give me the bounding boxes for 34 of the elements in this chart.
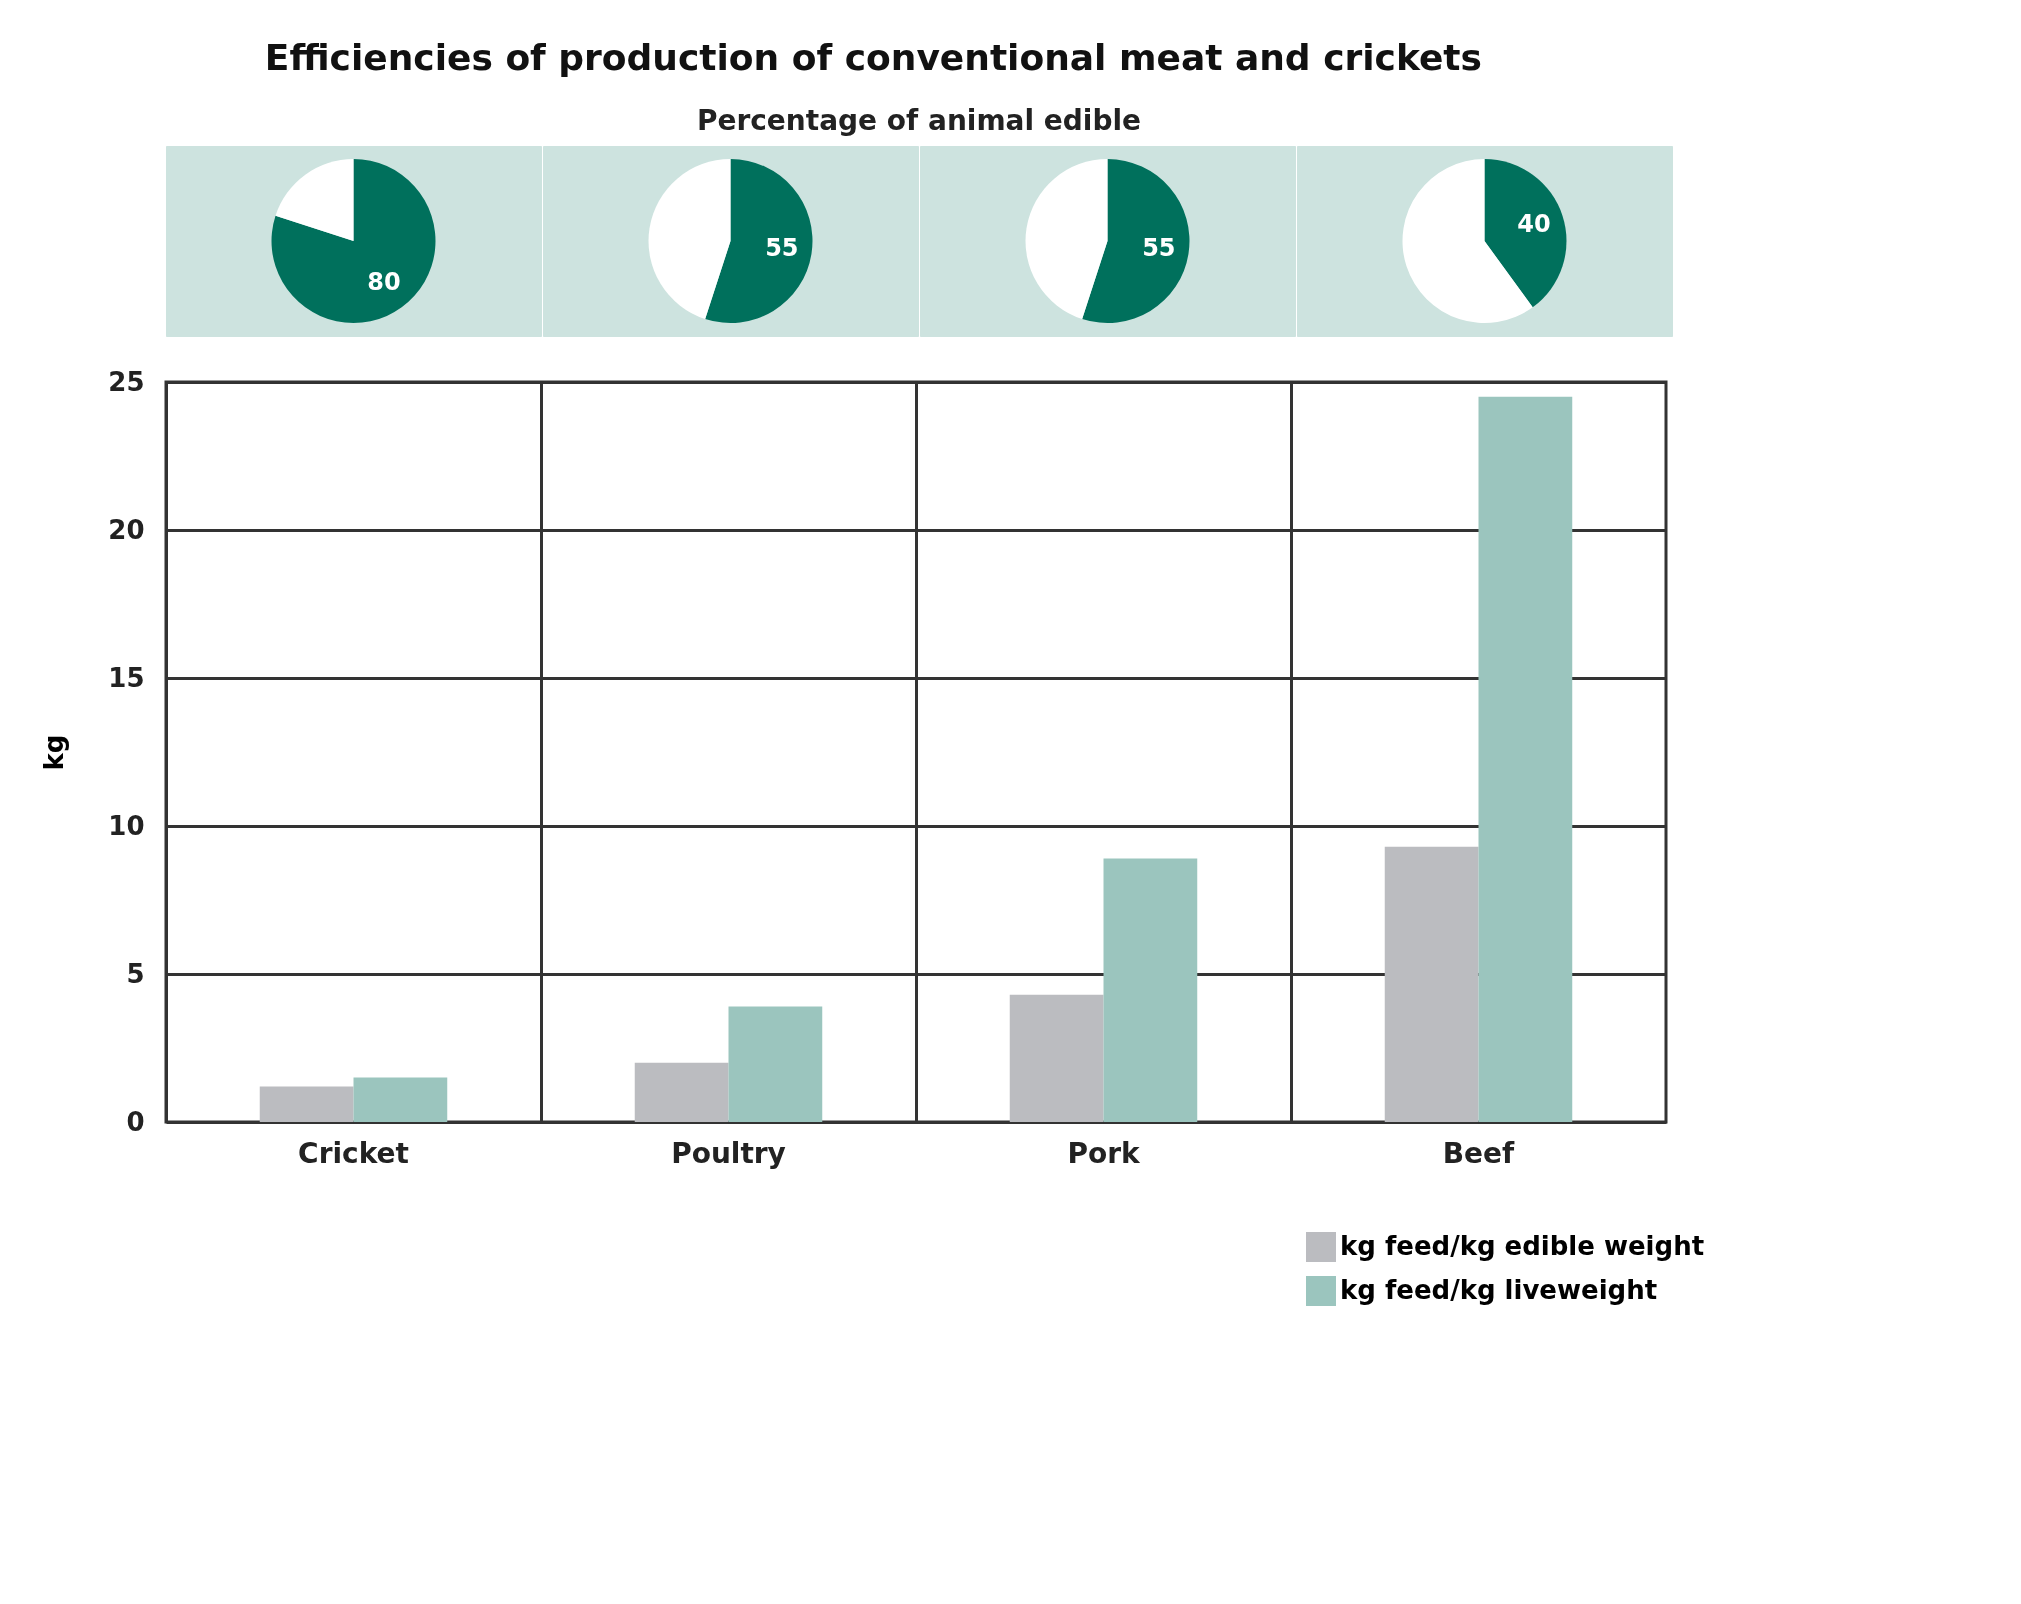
- legend-label: kg feed/kg liveweight: [1340, 1275, 1658, 1305]
- bar: [1384, 846, 1479, 1122]
- pie-slice: [705, 159, 813, 323]
- pie-slice: [648, 159, 731, 319]
- text: Percentage of animal edible: [696, 103, 1142, 137]
- x-tick-label: Pork: [1067, 1136, 1141, 1170]
- x-tick-label: Poultry: [671, 1136, 786, 1170]
- bar: [728, 1006, 823, 1122]
- chart-title: Efficiencies of production of conventional meat and crickets: [264, 36, 1482, 78]
- bar: [1478, 396, 1573, 1122]
- data-label: 55: [1142, 234, 1176, 263]
- data-label: 40: [1517, 209, 1551, 238]
- pie-slice: [1082, 159, 1190, 323]
- data-label: 80: [367, 268, 401, 297]
- y-axis-title: kg: [39, 734, 70, 771]
- bar: [353, 1077, 448, 1122]
- pie-slice: [275, 159, 354, 241]
- bar: [634, 1062, 729, 1122]
- pie-slice: [271, 159, 436, 323]
- bar: [259, 1086, 354, 1122]
- bar: [1009, 994, 1104, 1122]
- y-tick-label: 10: [108, 810, 145, 841]
- y-tick-label: 25: [108, 366, 145, 397]
- y-tick-label: 20: [108, 514, 145, 545]
- pie-slice: [1484, 159, 1567, 308]
- pie-slice: [1025, 159, 1108, 319]
- legend-label: kg feed/kg edible weight: [1340, 1231, 1705, 1261]
- bar: [1103, 858, 1198, 1122]
- x-tick-label: Beef: [1442, 1136, 1516, 1170]
- y-tick-label: 0: [126, 1106, 145, 1137]
- x-tick-label: Cricket: [298, 1136, 409, 1170]
- y-tick-label: 5: [126, 958, 145, 989]
- data-label: 55: [765, 234, 799, 263]
- y-tick-label: 15: [108, 662, 145, 693]
